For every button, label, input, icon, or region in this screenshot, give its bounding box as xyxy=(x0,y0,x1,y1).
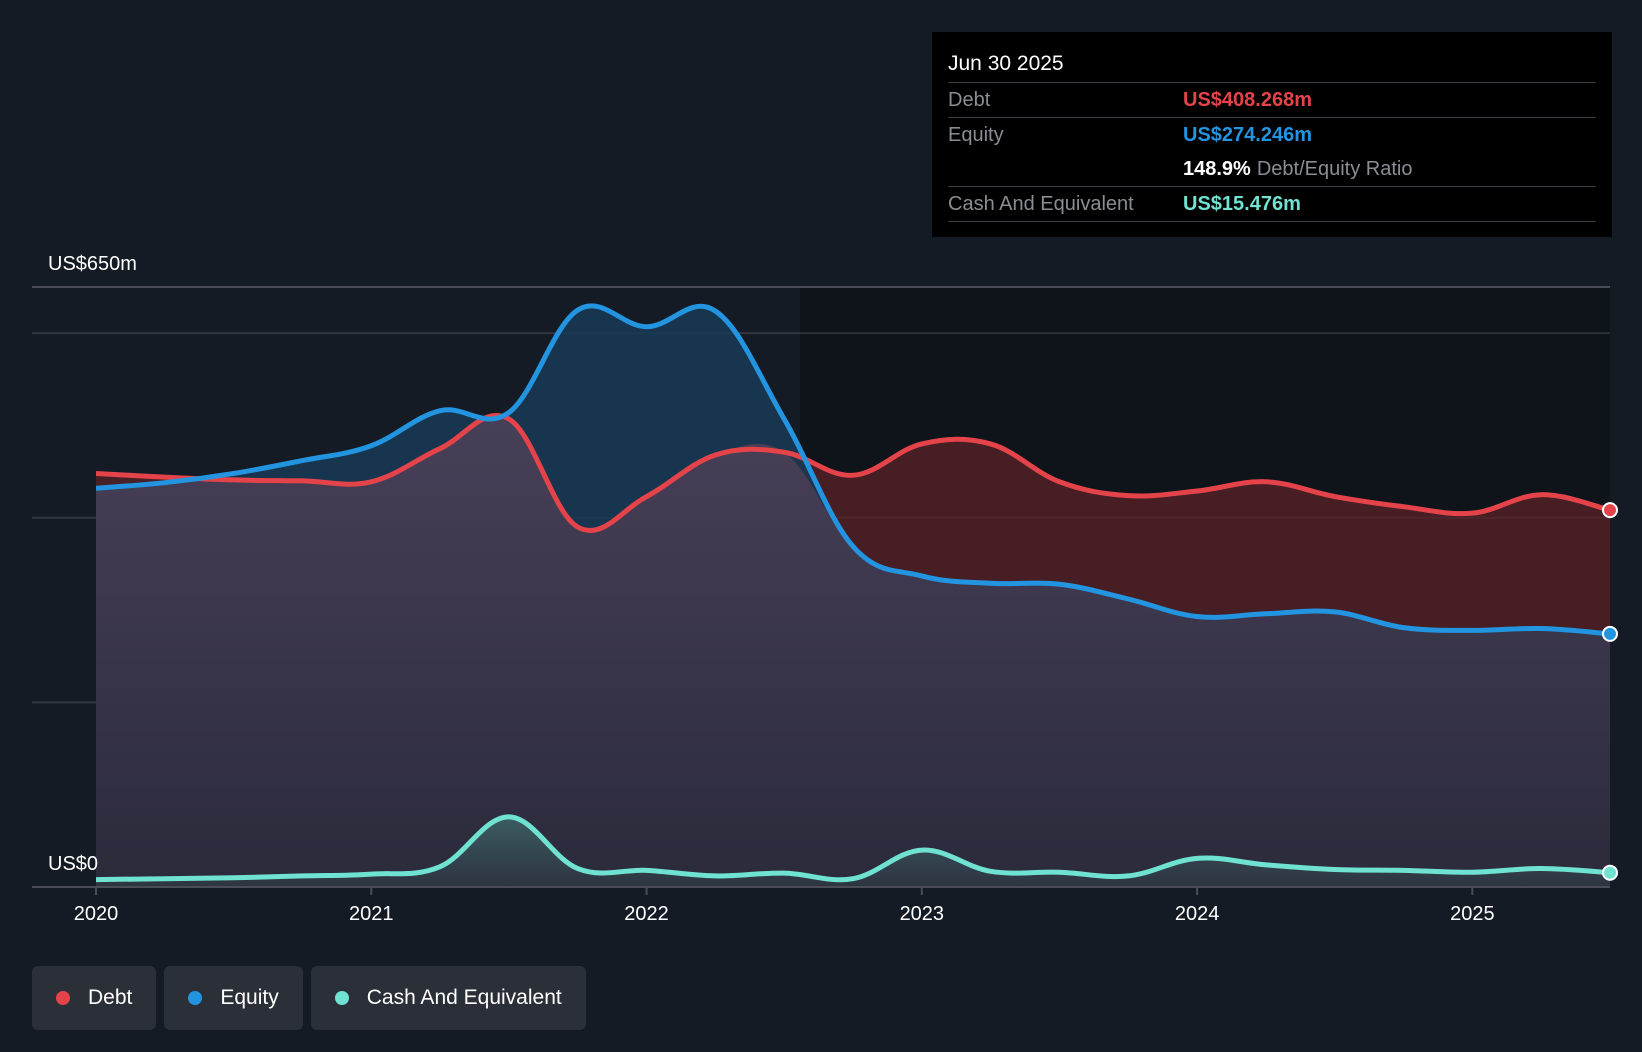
tooltip-debt-value: US$408.268m xyxy=(1183,89,1312,111)
legend-label-equity: Equity xyxy=(220,986,279,1009)
legend: Debt Equity Cash And Equivalent xyxy=(32,966,586,1030)
legend-label-cash: Cash And Equivalent xyxy=(366,986,562,1009)
tooltip-row-debt: Debt US$408.268m xyxy=(948,83,1596,118)
debt-line xyxy=(96,413,1610,533)
tooltip-debt-label: Debt xyxy=(948,89,991,111)
x-tick-label: 2020 xyxy=(74,903,119,925)
tooltip-cash-label: Cash And Equivalent xyxy=(948,193,1134,215)
legend-label-debt: Debt xyxy=(88,986,133,1009)
tooltip-ratio-spacer xyxy=(948,152,1183,186)
y-axis-top-label: US$650m xyxy=(48,253,137,275)
equity-line xyxy=(96,303,1610,637)
overlap-area xyxy=(96,415,1610,887)
tooltip-equity-label: Equity xyxy=(948,124,1004,146)
y-axis-zero-label: US$0 xyxy=(48,853,98,875)
cash-line xyxy=(96,814,1610,883)
legend-item-debt[interactable]: Debt xyxy=(32,966,157,1030)
tooltip-ratio-label: Debt/Equity Ratio xyxy=(1256,158,1413,180)
equity-end-marker xyxy=(1602,625,1618,642)
cash-end-marker xyxy=(1602,864,1618,881)
tooltip-date: Jun 30 2025 xyxy=(948,46,1596,83)
cash-area xyxy=(96,816,1610,887)
x-tick-label: 2023 xyxy=(900,903,945,925)
x-tick-label: 2022 xyxy=(624,903,669,925)
x-tick-label: 2025 xyxy=(1450,903,1495,925)
x-tick-label: 2021 xyxy=(349,903,394,925)
tooltip-cash-value: US$15.476m xyxy=(1183,193,1301,215)
equity-dot-icon xyxy=(188,991,203,1005)
tooltip-equity-value: US$274.246m xyxy=(1183,124,1312,146)
debt-end-marker xyxy=(1602,502,1618,519)
x-tick-label: 2024 xyxy=(1175,903,1220,925)
tooltip-panel: Jun 30 2025 Debt US$408.268m Equity US$2… xyxy=(932,32,1612,237)
debt-dot-icon xyxy=(56,991,70,1005)
legend-item-cash[interactable]: Cash And Equivalent xyxy=(310,966,586,1030)
legend-item-equity[interactable]: Equity xyxy=(164,966,303,1030)
tooltip-row-equity: Equity US$274.246m xyxy=(948,118,1596,152)
cash-dot-icon xyxy=(334,991,349,1005)
tooltip-row-ratio: 148.9% Debt/Equity Ratio xyxy=(948,152,1596,187)
tooltip-row-cash: Cash And Equivalent US$15.476m xyxy=(948,187,1596,222)
tooltip-ratio-value: 148.9% xyxy=(1183,158,1251,180)
